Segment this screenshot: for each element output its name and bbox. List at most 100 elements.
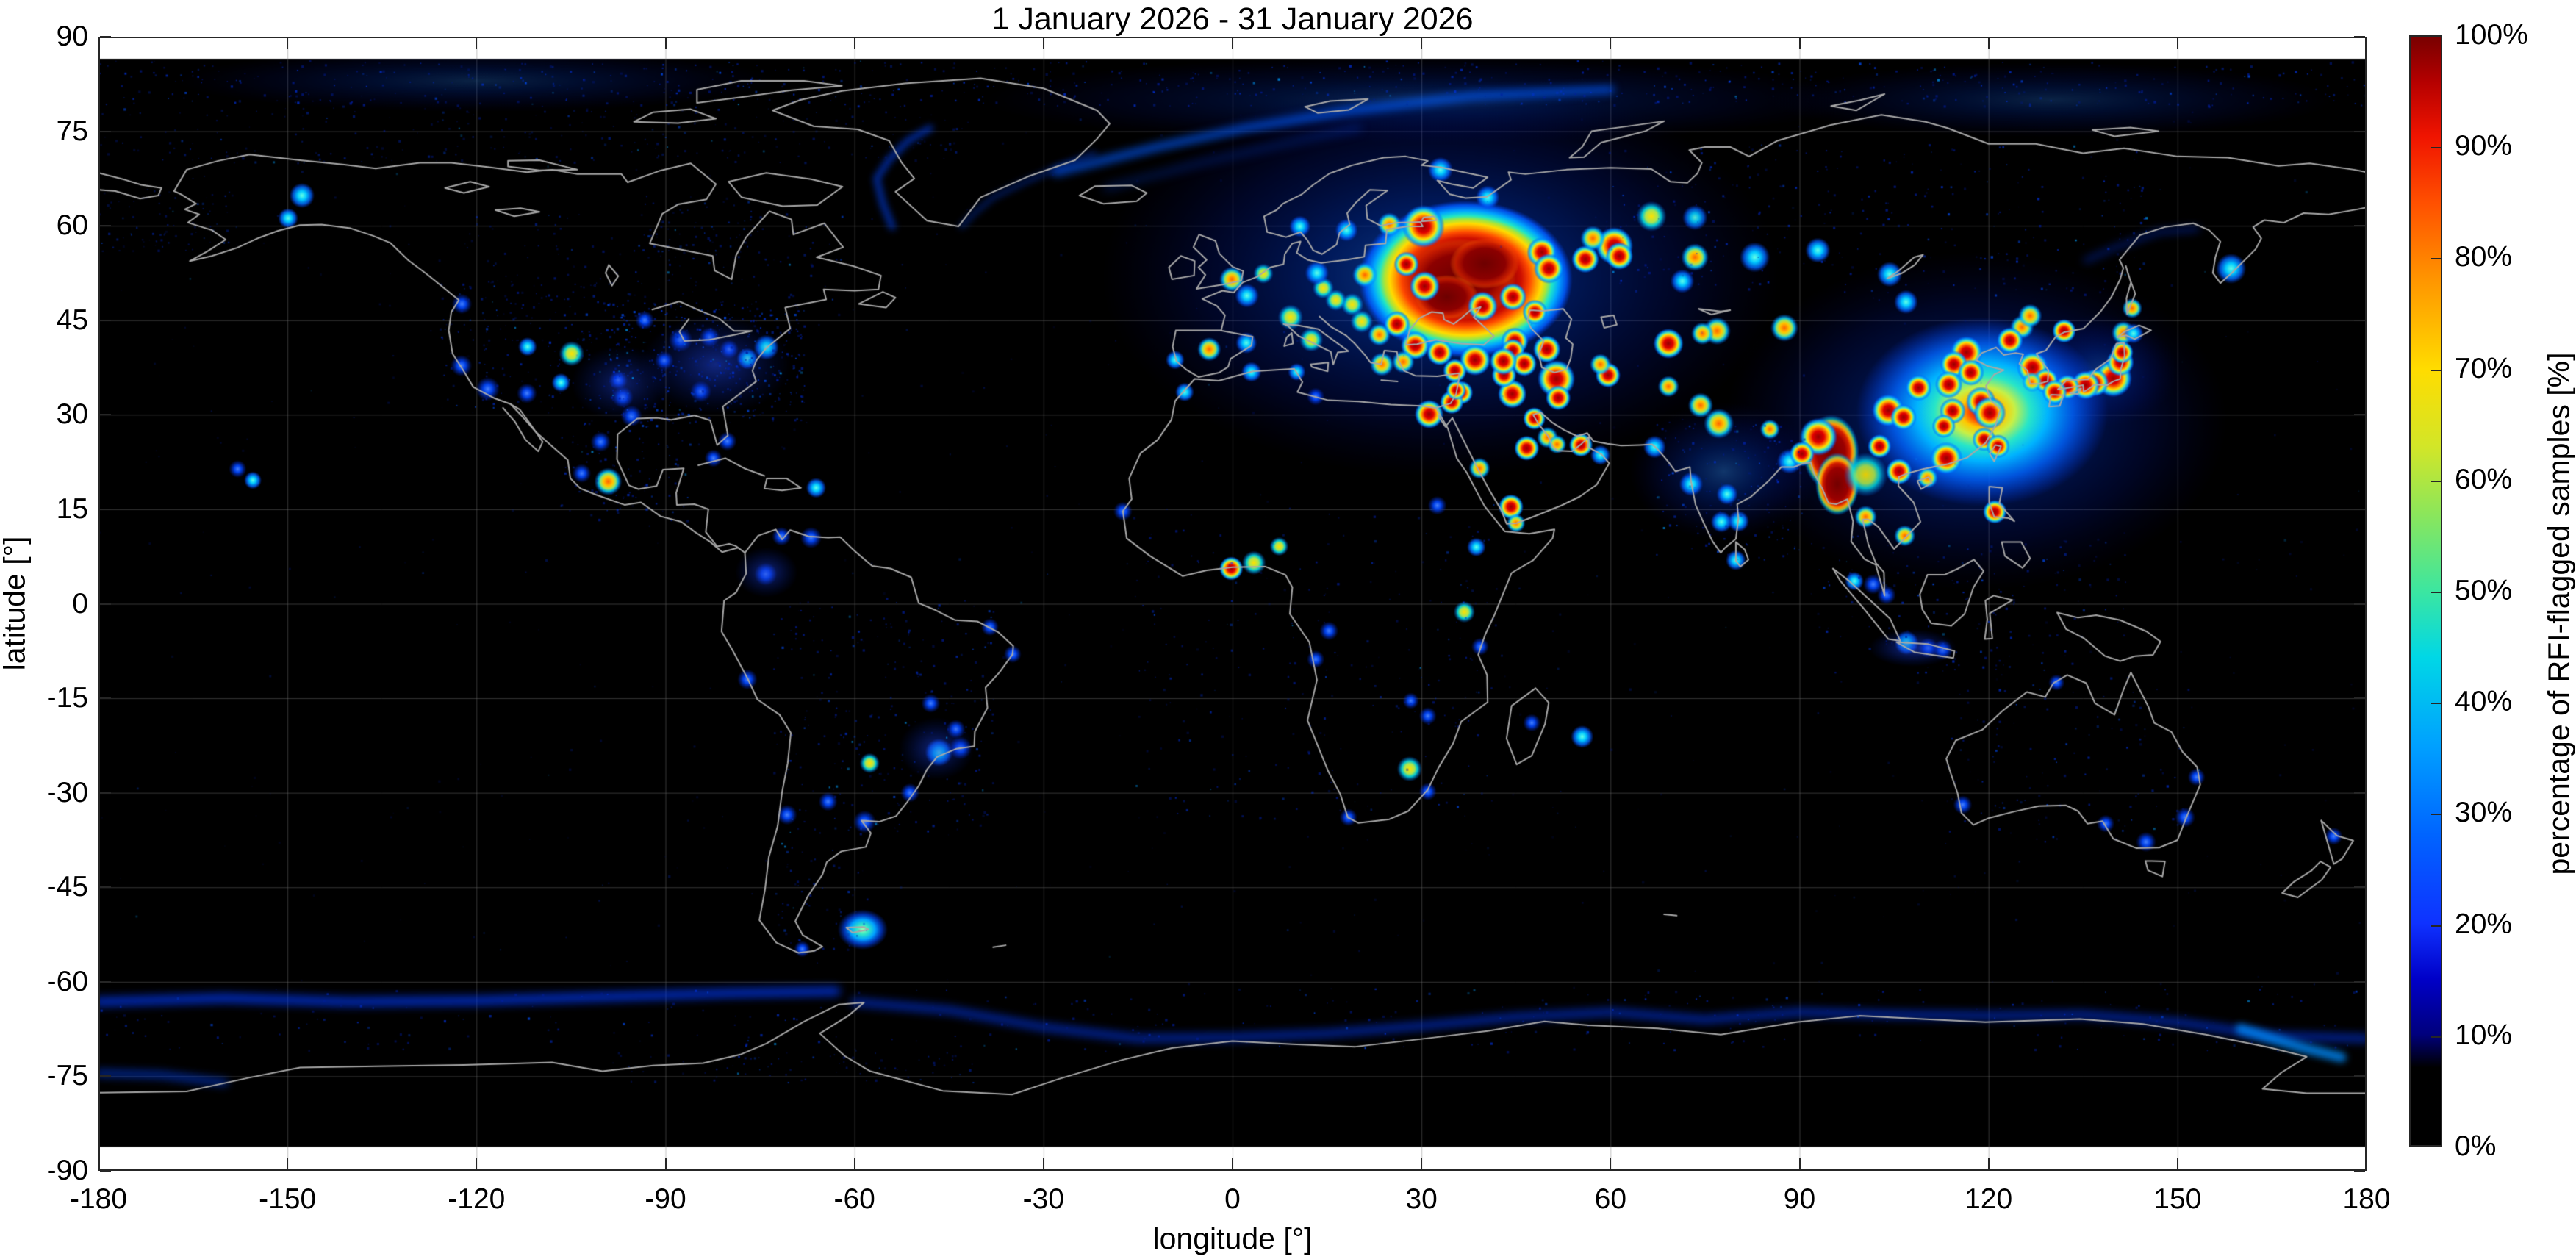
x-tick-mark: [2176, 1158, 2178, 1169]
x-tick-mark-top: [1042, 38, 1044, 49]
x-tick-mark-top: [476, 38, 478, 49]
y-tick-label: -15: [46, 682, 88, 714]
y-tick-mark-right: [2354, 980, 2365, 983]
x-tick-mark-top: [98, 38, 99, 49]
colorbar-tick-mark: [2431, 147, 2441, 149]
y-tick-label: 60: [56, 209, 88, 242]
y-tick-mark-right: [2354, 1170, 2365, 1172]
x-tick-label: -60: [833, 1183, 875, 1215]
colorbar-tick-label: 80%: [2455, 241, 2513, 273]
y-tick-mark: [100, 697, 111, 700]
y-tick-mark-right: [2354, 414, 2365, 416]
y-tick-mark-right: [2354, 886, 2365, 889]
x-tick-label: 60: [1594, 1183, 1627, 1215]
x-tick-mark: [1798, 1158, 1801, 1169]
y-tick-mark-right: [2354, 1075, 2365, 1077]
x-tick-label: 150: [2153, 1183, 2202, 1215]
colorbar-label: percentage of RFI-flagged samples [%]: [2541, 352, 2576, 875]
y-tick-label: 30: [56, 398, 88, 431]
colorbar: [2409, 35, 2442, 1147]
colorbar-tick-label: 30%: [2455, 797, 2513, 829]
y-tick-mark-right: [2354, 36, 2365, 37]
x-tick-mark: [2366, 1158, 2367, 1169]
plot-area: [98, 37, 2367, 1171]
x-tick-mark-top: [853, 38, 855, 49]
y-tick-label: 90: [56, 21, 88, 52]
colorbar-tick-label: 50%: [2455, 575, 2513, 606]
x-tick-mark-top: [1610, 38, 1612, 49]
y-tick-label: 75: [56, 115, 88, 147]
x-tick-label: -90: [645, 1183, 686, 1215]
colorbar-tick-label: 90%: [2455, 130, 2513, 162]
x-tick-mark: [1232, 1158, 1233, 1169]
y-tick-label: 45: [56, 304, 88, 336]
colorbar-tick-mark: [2431, 925, 2441, 927]
y-tick-mark-right: [2354, 130, 2365, 132]
x-tick-mark: [476, 1158, 478, 1169]
y-tick-mark: [100, 1170, 111, 1172]
x-tick-mark-top: [2366, 38, 2367, 49]
x-tick-mark: [1610, 1158, 1612, 1169]
y-tick-label: -30: [46, 776, 88, 808]
y-tick-mark: [100, 319, 111, 321]
x-tick-mark: [1987, 1158, 1990, 1169]
x-tick-mark: [287, 1158, 289, 1169]
x-tick-label: -180: [69, 1183, 128, 1215]
y-tick-label: -45: [46, 871, 88, 903]
x-tick-mark-top: [1421, 38, 1423, 49]
x-tick-mark-top: [1798, 38, 1801, 49]
y-tick-mark: [100, 36, 111, 37]
x-tick-label: 90: [1783, 1183, 1816, 1215]
colorbar-tick-label: 60%: [2455, 463, 2513, 495]
y-tick-mark: [100, 792, 111, 794]
x-tick-mark-top: [1232, 38, 1233, 49]
y-tick-mark-right: [2354, 225, 2365, 227]
x-tick-mark: [98, 1158, 99, 1169]
colorbar-tick-mark: [2431, 814, 2441, 816]
y-tick-mark: [100, 130, 111, 132]
y-tick-mark: [100, 225, 111, 227]
x-tick-mark: [853, 1158, 855, 1169]
y-tick-mark: [100, 980, 111, 983]
x-tick-label: -30: [1022, 1183, 1065, 1215]
x-tick-mark: [1421, 1158, 1423, 1169]
x-tick-label: 0: [1224, 1183, 1241, 1215]
y-tick-mark: [100, 603, 111, 605]
y-tick-mark-right: [2354, 508, 2365, 510]
y-tick-mark: [100, 508, 111, 510]
y-tick-mark-right: [2354, 603, 2365, 605]
x-tick-mark-top: [664, 38, 667, 49]
x-axis-label: longitude [°]: [1152, 1222, 1313, 1255]
x-tick-mark-top: [287, 38, 289, 49]
colorbar-gradient: [2411, 37, 2441, 1145]
y-tick-mark: [100, 1075, 111, 1077]
y-tick-label: 0: [72, 587, 88, 620]
colorbar-tick-mark: [2431, 369, 2441, 371]
x-tick-mark-top: [2176, 38, 2178, 49]
colorbar-tick-label: 40%: [2455, 686, 2513, 718]
colorbar-tick-mark: [2431, 258, 2441, 260]
x-tick-label: -120: [448, 1183, 506, 1215]
y-tick-mark: [100, 414, 111, 416]
x-tick-mark-top: [1987, 38, 1990, 49]
colorbar-tick-label: 20%: [2455, 908, 2513, 940]
colorbar-tick-mark: [2431, 1036, 2441, 1038]
x-tick-label: -150: [259, 1183, 317, 1215]
x-tick-label: 180: [2342, 1183, 2391, 1215]
y-tick-label: -75: [46, 1060, 88, 1092]
colorbar-tick-label: 70%: [2455, 352, 2513, 384]
x-tick-mark: [664, 1158, 667, 1169]
colorbar-tick-label: 0%: [2455, 1130, 2497, 1162]
y-tick-label: -60: [46, 965, 88, 997]
colorbar-tick-label: 10%: [2455, 1019, 2513, 1051]
y-tick-mark-right: [2354, 697, 2365, 700]
colorbar-tick-mark: [2431, 592, 2441, 593]
x-tick-label: 120: [1965, 1183, 2013, 1215]
x-tick-label: 30: [1405, 1183, 1438, 1215]
colorbar-tick-label: 100%: [2455, 19, 2528, 51]
colorbar-tick-mark: [2431, 480, 2441, 482]
y-tick-mark-right: [2354, 792, 2365, 794]
y-tick-label: -90: [46, 1155, 88, 1186]
colorbar-tick-mark: [2431, 703, 2441, 705]
